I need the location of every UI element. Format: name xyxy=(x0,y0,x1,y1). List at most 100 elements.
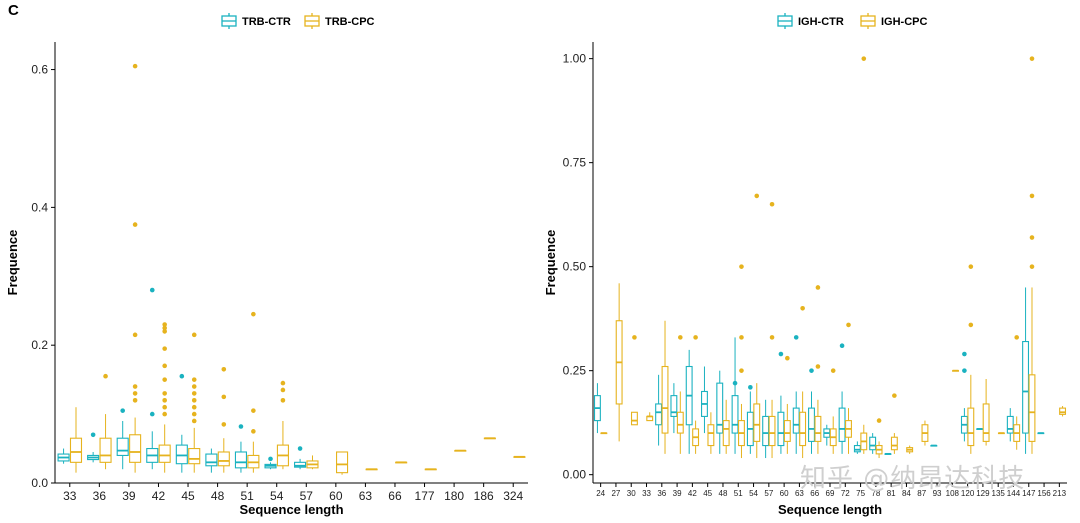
panel2-xtick-label: 213 xyxy=(1053,489,1067,498)
panel1-ytick-label: 0.6 xyxy=(31,63,48,77)
panel1-outlier-point xyxy=(251,429,256,434)
panel2-outlier-point xyxy=(769,201,775,207)
panel2-outlier-point xyxy=(754,193,760,199)
panel2-box xyxy=(808,407,815,442)
panel2-box xyxy=(783,420,791,442)
panel1-xtick-label: 51 xyxy=(240,489,254,503)
panel2-outlier-point xyxy=(693,335,698,340)
panel1-xtick-label: 42 xyxy=(152,489,166,503)
panel2-xtick-label: 75 xyxy=(856,489,865,498)
panel2-xtick-label: 156 xyxy=(1037,489,1051,498)
panel1-box xyxy=(116,437,129,456)
panel1-xtick-label: 60 xyxy=(329,489,343,503)
panel2-ytick-label: 1.00 xyxy=(563,52,587,66)
panel1-outlier-point xyxy=(251,408,256,413)
panel2-box xyxy=(731,395,739,434)
panel1-outlier-point xyxy=(251,311,256,317)
panel2-xtick-label: 48 xyxy=(719,489,728,498)
panel1-xtick-label: 39 xyxy=(122,489,136,503)
panel1-outlier-point xyxy=(238,424,244,429)
panel1-outlier-point xyxy=(191,418,197,424)
panel1-outlier-point xyxy=(103,373,108,379)
panel2-outlier-point xyxy=(785,355,790,361)
panel2-outlier-point xyxy=(839,343,845,349)
panel2-box xyxy=(853,445,861,453)
panel2-xtick-label: 87 xyxy=(917,489,926,498)
panel1-outlier-point xyxy=(191,391,197,396)
panel2-box xyxy=(676,411,684,434)
panel1-xtick-label: 324 xyxy=(503,489,523,503)
panel1-box xyxy=(294,461,307,468)
panel2-xtick-label: 93 xyxy=(933,489,942,498)
panel2-outlier-point xyxy=(861,56,867,61)
panel1-outlier-point xyxy=(162,322,167,327)
panel2-box xyxy=(799,411,807,447)
panel2-box xyxy=(768,415,776,447)
panel1-outlier-point xyxy=(280,398,286,403)
panel2-xtick-label: 54 xyxy=(749,489,758,498)
panel2-outlier-point xyxy=(793,335,799,340)
panel2-box xyxy=(670,395,678,417)
panel1-xtick-label: 57 xyxy=(300,489,314,503)
panel1-legend-label: TRB-CTR xyxy=(242,16,291,28)
panel1-outlier-point xyxy=(162,404,167,410)
panel1-outlier-point xyxy=(149,411,155,417)
panel2-box xyxy=(869,436,877,451)
panel2-box xyxy=(1022,340,1030,434)
panel1-box xyxy=(175,444,188,465)
panel1-box xyxy=(205,453,218,467)
panel1-outlier-point xyxy=(191,411,197,417)
panel1-box xyxy=(336,451,349,474)
panel2-box xyxy=(753,403,761,442)
panel1-outlier-point xyxy=(162,329,167,334)
panel2-outlier-point xyxy=(800,305,805,311)
panel1-outlier-point xyxy=(90,432,96,438)
panel2-xtick-label: 147 xyxy=(1022,489,1036,498)
panel2-xtick-label: 120 xyxy=(961,489,975,498)
panel2-box xyxy=(1059,407,1067,415)
panel1-outlier-point xyxy=(191,404,197,410)
panel2-box xyxy=(814,415,822,442)
panel2-xtick-label: 72 xyxy=(841,489,850,498)
panel2-outlier-point xyxy=(1029,193,1035,199)
panel2-ytick-label: 0.00 xyxy=(563,468,587,482)
panel1-outlier-point xyxy=(162,346,167,351)
panel1-ytick-label: 0.2 xyxy=(31,338,48,352)
panel1-outlier-point xyxy=(132,222,138,227)
panel1-box xyxy=(188,447,201,465)
panel2-outlier-point xyxy=(809,368,814,373)
panel2-box xyxy=(792,407,800,434)
panel2-box xyxy=(661,365,669,434)
panel2-outlier-point xyxy=(815,285,821,290)
panel1-outlier-point xyxy=(268,456,273,462)
panel1-outlier-point xyxy=(162,377,167,382)
panel1-ytick-label: 0.0 xyxy=(31,476,48,490)
panel1-outlier-point xyxy=(191,384,197,389)
panel1-box xyxy=(69,437,83,463)
panel1-box xyxy=(158,444,171,463)
panel1-outlier-point xyxy=(132,384,138,389)
panel2-xtick-label: 66 xyxy=(810,489,819,498)
panel2-xtick-label: 69 xyxy=(826,489,835,498)
panel1-xtick-label: 36 xyxy=(93,489,107,503)
panel2-xtick-label: 24 xyxy=(596,489,605,498)
panel1-outlier-point xyxy=(297,446,303,451)
panel1-x-axis-title: Sequence length xyxy=(239,502,343,517)
panel2-outlier-point xyxy=(815,364,821,369)
panel2-xtick-label: 33 xyxy=(642,489,651,498)
panel2-xtick-label: 135 xyxy=(992,489,1006,498)
panel2-outlier-point xyxy=(968,264,974,269)
panel1-xtick-label: 66 xyxy=(388,489,402,503)
panel2-outlier-point xyxy=(876,418,882,423)
panel2-xtick-label: 144 xyxy=(1007,489,1021,498)
panel-label: C xyxy=(8,2,19,19)
panel2-xtick-label: 27 xyxy=(611,489,620,498)
panel2-outlier-point xyxy=(748,385,753,390)
panel1-outlier-point xyxy=(221,367,227,372)
panel2-xtick-label: 84 xyxy=(902,489,911,498)
panel2-xtick-label: 78 xyxy=(871,489,880,498)
panel2-x-axis-title: Sequence length xyxy=(778,502,882,517)
panel2-outlier-point xyxy=(1014,335,1019,340)
panel2-legend-label: IGH-CPC xyxy=(881,16,928,28)
panel2-xtick-label: 81 xyxy=(887,489,896,498)
